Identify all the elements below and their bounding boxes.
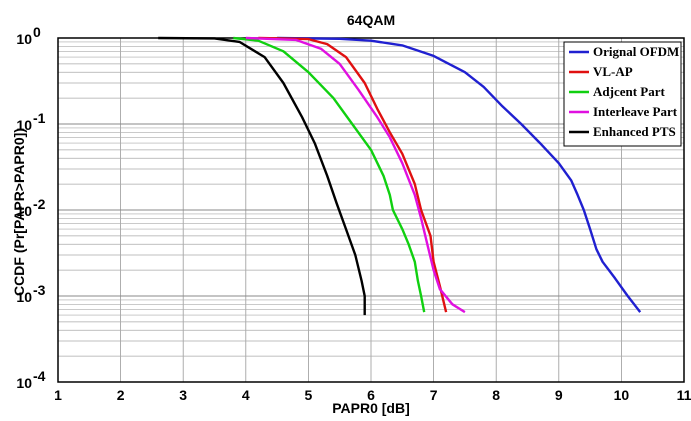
x-axis-label: PAPR0 [dB] bbox=[332, 400, 410, 416]
y-tick-exponent: 0 bbox=[33, 24, 41, 40]
series-group bbox=[158, 36, 642, 316]
plot-area bbox=[57, 37, 685, 383]
series-line-4 bbox=[245, 36, 466, 314]
x-tick-label: 10 bbox=[614, 387, 630, 403]
x-tick-label: 6 bbox=[367, 387, 375, 403]
x-tick-label: 1 bbox=[54, 387, 62, 403]
legend-label: Orignal OFDM bbox=[593, 44, 679, 59]
x-tick-label: 7 bbox=[430, 387, 438, 403]
legend-box bbox=[563, 41, 682, 147]
y-tick-exponent: -1 bbox=[33, 110, 46, 126]
y-tick-label: 10 bbox=[16, 117, 32, 133]
y-tick-exponent: -4 bbox=[33, 368, 46, 384]
x-tick-label: 8 bbox=[492, 387, 500, 403]
legend: Orignal OFDM VL-AP Adjcent Part Interleave … bbox=[563, 41, 682, 147]
y-tick-label: 10 bbox=[16, 289, 32, 305]
legend-label: VL-AP bbox=[593, 64, 633, 79]
series-line-3 bbox=[233, 36, 426, 313]
x-tick-label: 4 bbox=[242, 387, 250, 403]
x-tick-label: 11 bbox=[677, 387, 691, 403]
y-axis-label: CCDF (Pr[PAPR>PAPR0]) bbox=[11, 128, 27, 296]
legend-label: Adjcent Part bbox=[593, 84, 666, 99]
x-tick-labels: 1 2 3 4 5 6 7 8 9 10 11 bbox=[54, 387, 691, 403]
y-tick-label: 10 bbox=[16, 203, 32, 219]
legend-label: Interleave Part bbox=[593, 104, 678, 119]
x-tick-label: 2 bbox=[117, 387, 125, 403]
chart-title: 64QAM bbox=[347, 12, 395, 28]
y-tick-exponent: -2 bbox=[33, 196, 46, 212]
legend-label: Enhanced PTS bbox=[593, 124, 676, 139]
y-tick-exponent: -3 bbox=[33, 282, 46, 298]
x-tick-label: 3 bbox=[179, 387, 187, 403]
y-tick-label: 10 bbox=[16, 375, 32, 391]
x-tick-label: 9 bbox=[555, 387, 563, 403]
y-tick-label: 10 bbox=[16, 31, 32, 47]
series-line-5 bbox=[158, 36, 366, 316]
x-tick-label: 5 bbox=[305, 387, 313, 403]
series-line-2 bbox=[258, 36, 448, 313]
series-line-1 bbox=[277, 36, 642, 313]
